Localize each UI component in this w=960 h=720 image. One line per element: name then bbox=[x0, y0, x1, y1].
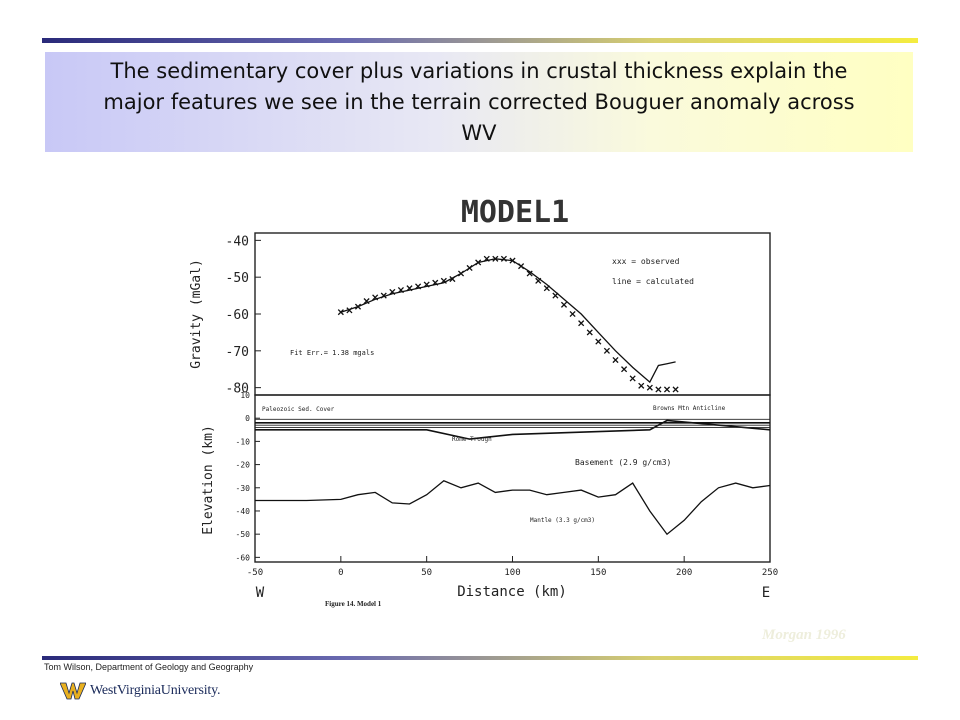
label-browns-mtn: Browns Mtn Anticline bbox=[653, 405, 726, 412]
observed-point bbox=[586, 329, 593, 336]
observed-point bbox=[578, 320, 585, 327]
elevation-panel-frame bbox=[254, 394, 771, 563]
observed-point bbox=[646, 384, 653, 391]
elevation-axis-label: Elevation (km) bbox=[201, 425, 216, 535]
gravity-tick-label: -80 bbox=[226, 382, 249, 397]
calculated-line bbox=[340, 258, 676, 384]
wvu-flying-wv-icon bbox=[60, 682, 86, 700]
observed-point bbox=[603, 347, 610, 354]
elevation-tick-label: -40 bbox=[236, 507, 251, 516]
observed-point bbox=[663, 386, 671, 393]
elevation-tick-label: -30 bbox=[236, 484, 251, 493]
distance-tick-label: -50 bbox=[247, 568, 263, 578]
credit-text: Morgan 1996 bbox=[762, 627, 846, 643]
observed-point bbox=[560, 301, 568, 308]
legend-observed: xxx = observed bbox=[612, 257, 680, 266]
fit-error-label: Fit Err.= 1.38 mgals bbox=[290, 349, 374, 357]
elevation-tick-label: 10 bbox=[240, 391, 250, 400]
elevation-tick-label: -60 bbox=[236, 553, 251, 562]
gravity-tick-label: -40 bbox=[226, 234, 249, 249]
figure-caption: Figure 14. Model 1 bbox=[325, 600, 382, 608]
distance-tick-label: 100 bbox=[504, 568, 520, 578]
legend-calculated: line = calculated bbox=[612, 277, 694, 286]
gravity-axis-label: Gravity (mGal) bbox=[189, 259, 204, 369]
gravity-tick-label: -60 bbox=[226, 308, 249, 323]
observed-point bbox=[526, 270, 533, 277]
elevation-plot: 100-10-20-30-40-50-60-50 0 50 100 150 200 250 bbox=[236, 391, 779, 578]
east-label: E bbox=[762, 585, 770, 601]
observed-point bbox=[612, 356, 619, 364]
distance-tick-label: 0 bbox=[338, 568, 343, 578]
university-name: WestVirginiaUniversity. bbox=[90, 683, 221, 698]
label-paleozoic-cover: Paleozoic Sed. Cover bbox=[262, 406, 335, 413]
gravity-tick-label: -50 bbox=[226, 271, 249, 286]
observed-point bbox=[672, 386, 679, 393]
Moho-line bbox=[255, 480, 771, 536]
gravity-panel-frame bbox=[254, 232, 771, 396]
observed-point bbox=[500, 255, 507, 262]
gravity-plot: -40 -50 -60 -70 -80 bbox=[226, 234, 679, 397]
distance-tick-label: 250 bbox=[762, 568, 778, 578]
elevation-tick-label: -10 bbox=[236, 437, 251, 446]
observed-point bbox=[638, 382, 645, 389]
slide-title: The sedimentary cover plus variations in… bbox=[103, 58, 855, 145]
elevation-tick-label: -50 bbox=[236, 530, 251, 539]
elevation-tick-label: 0 bbox=[245, 414, 250, 423]
distance-tick-label: 200 bbox=[676, 568, 692, 578]
distance-tick-label: 150 bbox=[590, 568, 606, 578]
wvu-logo: WestVirginiaUniversity. bbox=[60, 680, 221, 702]
bottom-divider bbox=[42, 656, 918, 660]
observed-point bbox=[655, 386, 662, 393]
distance-axis-label: Distance (km) bbox=[457, 584, 567, 600]
figure-title: MODEL1 bbox=[461, 195, 569, 230]
observed-point bbox=[629, 375, 636, 382]
top-divider bbox=[42, 38, 918, 43]
sediment-base-line bbox=[255, 419, 771, 440]
distance-tick-label: 50 bbox=[421, 568, 432, 578]
west-label: W bbox=[256, 585, 265, 601]
label-basement: Basement (2.9 g/cm3) bbox=[575, 458, 671, 467]
observed-point bbox=[569, 310, 576, 318]
observed-point bbox=[595, 338, 602, 345]
label-mantle: Mantle (3.3 g/cm3) bbox=[530, 517, 595, 524]
label-rome-trough: Rome Trough bbox=[452, 436, 492, 443]
title-banner: The sedimentary cover plus variations in… bbox=[45, 52, 913, 152]
footer-text: Tom Wilson, Department of Geology and Ge… bbox=[44, 662, 254, 672]
gravity-tick-label: -70 bbox=[226, 345, 249, 360]
elevation-tick-label: -20 bbox=[236, 461, 251, 470]
observed-point bbox=[621, 366, 628, 373]
